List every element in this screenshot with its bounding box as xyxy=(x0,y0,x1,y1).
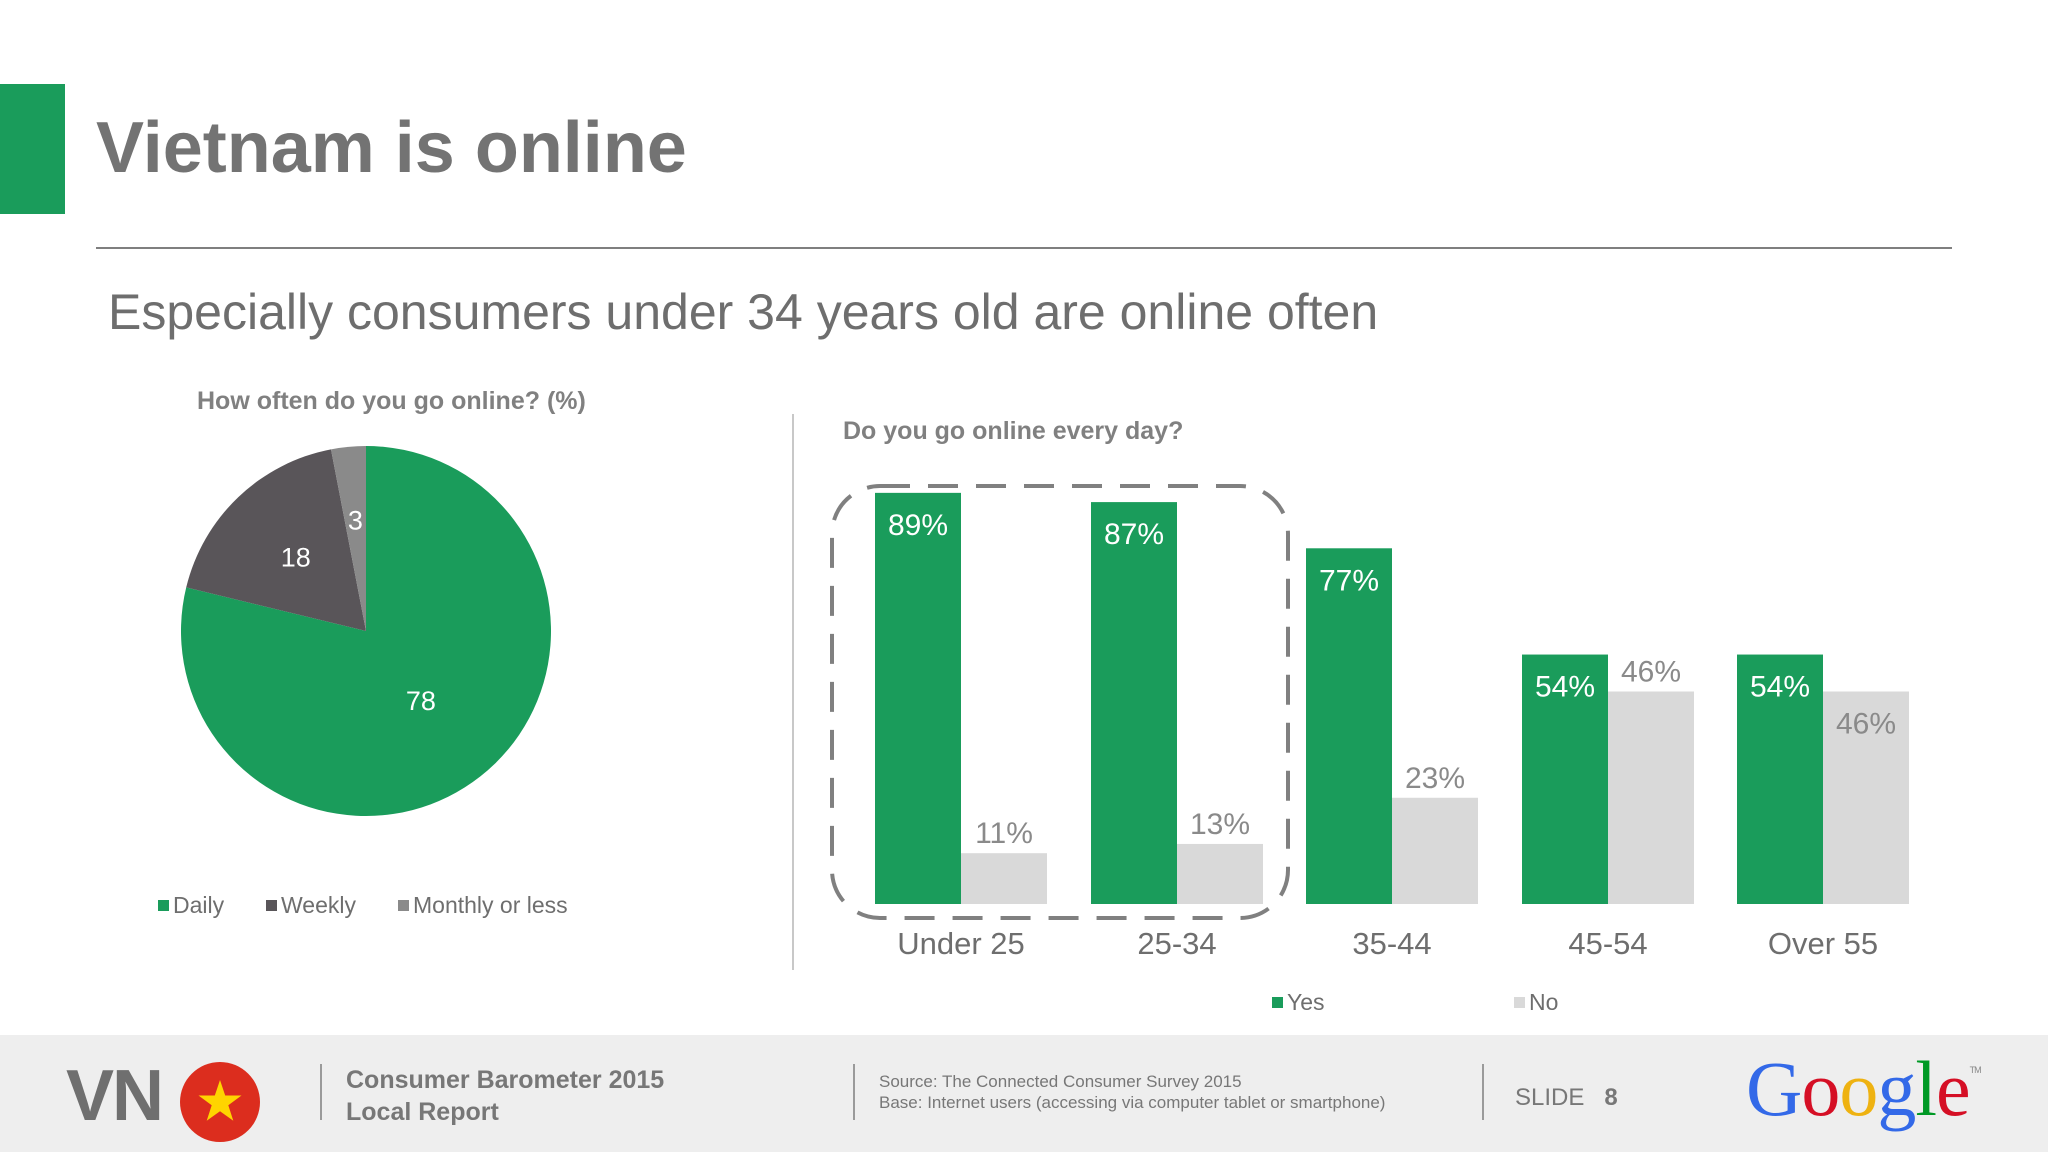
x-tick-label: 25-34 xyxy=(1137,926,1216,961)
weekly-swatch xyxy=(266,900,277,911)
report-line-2: Local Report xyxy=(346,1098,499,1126)
bar-legend-item-no: No xyxy=(1514,989,1558,1016)
bar-chart-title: Do you go online every day? xyxy=(843,417,1184,445)
bar-yes-label: 54% xyxy=(1535,671,1595,704)
monthly-swatch xyxy=(398,900,409,911)
bar-legend-label-no: No xyxy=(1529,989,1559,1015)
bar-yes-label: 77% xyxy=(1319,564,1379,597)
footer-separator xyxy=(320,1064,322,1120)
bar-no xyxy=(1392,797,1478,904)
pie-legend-item-daily: Daily xyxy=(158,892,224,919)
bar-no xyxy=(1823,691,1909,904)
pie-chart-title: How often do you go online? (%) xyxy=(197,387,586,415)
page-title: Vietnam is online xyxy=(96,108,687,188)
bar-legend-item-yes: Yes xyxy=(1272,989,1325,1016)
google-logo: GoogleTM xyxy=(1746,1050,1982,1128)
bar-no xyxy=(961,853,1047,904)
bar-no-label: 46% xyxy=(1621,656,1681,689)
source-line-2: Base: Internet users (accessing via comp… xyxy=(879,1093,1386,1112)
bar-yes xyxy=(875,492,961,904)
google-logo-letter: G xyxy=(1746,1045,1802,1132)
no-swatch xyxy=(1514,997,1525,1008)
vietnam-flag-icon xyxy=(180,1062,260,1142)
report-name: Consumer Barometer 2015 Local Report xyxy=(346,1064,664,1128)
bar-no xyxy=(1177,843,1263,904)
bar-no-label: 46% xyxy=(1836,708,1896,741)
pie-legend-label-daily: Daily xyxy=(173,892,225,918)
bar-no-label: 11% xyxy=(975,817,1033,850)
bar-yes-label: 87% xyxy=(1104,518,1164,551)
pie-legend-item-monthly: Monthly or less xyxy=(398,892,568,919)
source-note: Source: The Connected Consumer Survey 20… xyxy=(879,1071,1385,1113)
google-logo-letter: g xyxy=(1877,1045,1916,1132)
footer-separator xyxy=(1482,1064,1484,1120)
bar-yes xyxy=(1306,548,1392,904)
slide-number: 8 xyxy=(1604,1084,1618,1111)
bar-no-label: 13% xyxy=(1190,808,1250,841)
pie-data-label: 3 xyxy=(348,506,363,536)
page-subtitle: Especially consumers under 34 years old … xyxy=(108,284,1379,340)
highlight-box xyxy=(830,484,1290,920)
report-line-1: Consumer Barometer 2015 xyxy=(346,1066,665,1094)
bar-legend-label-yes: Yes xyxy=(1287,989,1325,1015)
pie-data-label: 78 xyxy=(406,686,436,716)
source-line-1: Source: The Connected Consumer Survey 20… xyxy=(879,1072,1242,1091)
slide-indicator: SLIDE 8 xyxy=(1515,1084,1618,1112)
charts-canvas: 78 18 3 89% 11% Under 25 87% 13% 25-34 77% 23% 35-4… xyxy=(180,446,1909,961)
bar-yes xyxy=(1737,654,1823,904)
bar-yes-label: 54% xyxy=(1750,671,1810,704)
slide-label: SLIDE xyxy=(1515,1084,1585,1111)
bar-yes-label: 89% xyxy=(888,509,948,542)
pie-legend-label-weekly: Weekly xyxy=(281,892,356,918)
x-tick-label: Under 25 xyxy=(897,926,1025,961)
bar-yes xyxy=(1091,502,1177,904)
google-logo-letter: e xyxy=(1936,1045,1971,1132)
google-logo-letter: l xyxy=(1915,1045,1937,1132)
title-rule xyxy=(96,247,1952,249)
yes-swatch xyxy=(1272,997,1283,1008)
country-code: VN xyxy=(66,1056,164,1136)
x-tick-label: 45-54 xyxy=(1568,926,1647,961)
pie-slice-monthly-or-less xyxy=(330,446,366,631)
footer-separator xyxy=(853,1064,855,1120)
daily-swatch xyxy=(158,900,169,911)
bar-no-label: 23% xyxy=(1405,762,1465,795)
bar-no xyxy=(1608,691,1694,904)
google-logo-letter: o xyxy=(1801,1045,1840,1132)
x-tick-label: 35-44 xyxy=(1352,926,1431,961)
google-logo-letter: o xyxy=(1839,1045,1878,1132)
trademark-mark: TM xyxy=(1969,1065,1982,1075)
footer-bar xyxy=(0,1035,2048,1152)
pie-data-label: 18 xyxy=(281,542,311,572)
pie-legend-item-weekly: Weekly xyxy=(266,892,356,919)
pie-legend-label-monthly: Monthly or less xyxy=(413,892,568,918)
pie-slice-weekly xyxy=(186,449,366,631)
chart-divider xyxy=(792,414,794,970)
bar-yes xyxy=(1522,654,1608,904)
x-tick-label: Over 55 xyxy=(1768,926,1878,961)
title-accent-bar xyxy=(0,84,65,214)
